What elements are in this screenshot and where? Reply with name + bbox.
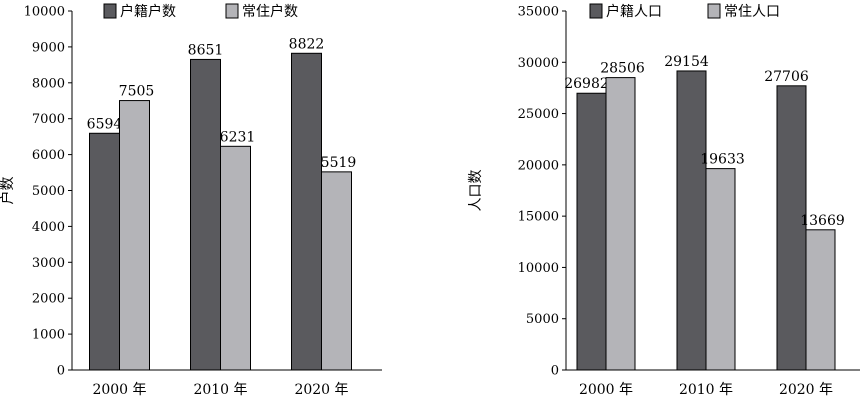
bar [605, 77, 636, 371]
data-label: 19633 [700, 152, 745, 168]
y-tick-label: 35000 [518, 5, 559, 20]
bar [89, 132, 120, 371]
y-tick-label: 7000 [32, 112, 65, 127]
legend-label: 常住户数 [242, 3, 298, 20]
y-tick-label: 15000 [518, 210, 559, 225]
x-tick-label: 2010 年 [679, 382, 733, 398]
y-tick-label: 5000 [526, 312, 559, 327]
y-tick-label: 2000 [32, 292, 65, 307]
bar [776, 85, 807, 371]
bar [321, 171, 352, 371]
bar [805, 229, 836, 371]
y-tick-label: 5000 [32, 184, 65, 199]
legend-label: 户籍人口 [606, 3, 662, 20]
y-tick-label: 0 [551, 364, 559, 379]
legend-label: 户籍户数 [120, 3, 176, 20]
y-tick-label: 6000 [32, 148, 65, 163]
y-tick-label: 4000 [32, 220, 65, 235]
legend-swatch [707, 3, 721, 19]
bar [705, 168, 736, 371]
data-label: 6231 [220, 129, 256, 145]
y-axis-label: 人口数 [468, 170, 484, 212]
y-tick-label: 20000 [518, 158, 559, 173]
households-chart: 0 1000 2000 3000 4000 5000 6000 7000 8000 9000 100… [0, 3, 382, 398]
data-label: 8822 [289, 36, 325, 52]
bar [220, 145, 251, 371]
legend-label: 常住人口 [724, 4, 780, 20]
y-tick-label: 10000 [518, 261, 559, 276]
y-axis-label: 户数 [0, 177, 16, 205]
population-chart: 0 5000 10000 15000 20000 25000 30000 35000 26982… [468, 3, 860, 398]
data-label: 26982 [564, 76, 609, 92]
data-label: 7505 [119, 84, 155, 100]
data-label: 13669 [800, 213, 845, 229]
legend-swatch [589, 3, 603, 19]
bar [291, 52, 322, 371]
bar [676, 70, 707, 371]
data-label: 27706 [764, 69, 809, 85]
y-tick-label: 9000 [32, 40, 65, 55]
y-tick-label: 1000 [32, 328, 65, 343]
x-tick-label: 2020 年 [294, 382, 348, 398]
y-tick-label: 30000 [518, 56, 559, 71]
y-tick-label: 25000 [518, 107, 559, 122]
y-tick-label: 10000 [24, 5, 65, 20]
x-tick-label: 2020 年 [779, 382, 833, 398]
legend-swatch [225, 3, 239, 19]
x-tick-label: 2010 年 [193, 382, 247, 398]
data-label: 8651 [188, 42, 224, 58]
y-tick-label: 3000 [32, 256, 65, 271]
data-label: 6594 [87, 116, 123, 132]
data-label: 28506 [600, 61, 645, 77]
y-tick-label: 0 [57, 364, 65, 379]
legend-swatch [103, 3, 117, 19]
bar [119, 100, 150, 371]
bar [576, 92, 607, 371]
x-tick-label: 2000 年 [579, 382, 633, 398]
data-label: 5519 [321, 155, 357, 171]
x-tick-label: 2000 年 [92, 382, 146, 398]
y-tick-label: 8000 [32, 76, 65, 91]
bar [190, 58, 221, 371]
data-label: 29154 [664, 54, 709, 70]
